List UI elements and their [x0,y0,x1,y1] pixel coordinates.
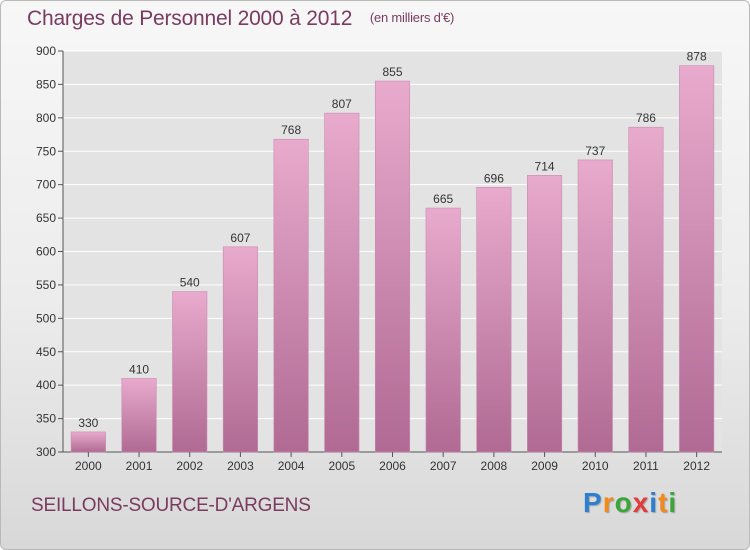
logo-letter: P [583,487,603,518]
bar-value-label: 878 [687,50,707,64]
bar [324,112,360,453]
bar [222,246,258,453]
y-tick-label: 350 [36,412,56,426]
bar [425,207,461,453]
y-tick-label: 900 [36,44,56,58]
bar [577,159,613,453]
x-tick-label: 2006 [379,459,406,473]
bar-value-label: 855 [382,65,402,79]
bar-value-label: 786 [636,111,656,125]
bar [374,80,411,453]
bar [70,431,106,453]
bar-value-label: 696 [484,171,504,185]
bar [679,65,715,453]
bar-value-label: 665 [433,192,453,206]
chart-title-text: Charges de Personnel 2000 à 2012 [27,7,353,30]
x-tick-label: 2003 [227,459,254,473]
y-tick-label: 450 [36,345,56,359]
y-tick-label: 400 [36,378,56,392]
logo-letter: i [668,487,678,518]
bar [476,187,512,453]
x-tick-label: 2000 [75,459,102,473]
bar [628,126,664,453]
bar [121,378,157,453]
x-tick-label: 2004 [278,459,305,473]
bar-value-label: 768 [281,123,301,137]
bar-value-label: 410 [129,362,149,376]
y-tick-label: 300 [36,445,56,459]
x-tick-label: 2008 [481,459,508,473]
y-tick-label: 600 [36,245,56,259]
city-name: SEILLONS-SOURCE-D'ARGENS [31,495,311,516]
x-tick-label: 2005 [328,459,355,473]
logo-letter: x [632,487,650,518]
logo-letter: i [649,487,659,518]
logo-letter: o [614,487,633,518]
x-tick-label: 2007 [430,459,457,473]
logo-letter: r [602,487,615,518]
bar [527,175,563,453]
x-tick-label: 2011 [633,459,659,473]
bar [273,138,309,453]
y-tick-label: 500 [36,311,56,325]
bar-value-label: 737 [585,144,605,158]
bar-value-label: 807 [332,97,352,111]
x-tick-label: 2001 [126,459,153,473]
bar-value-label: 540 [180,276,200,290]
y-tick-label: 800 [36,111,56,125]
x-tick-label: 2002 [176,459,203,473]
y-tick-label: 700 [36,178,56,192]
bar-value-label: 330 [78,416,98,430]
proxiti-logo: Proxiti [583,487,677,519]
y-tick-label: 550 [36,278,56,292]
chart-subtitle: (en milliers d'€) [369,10,455,25]
y-tick-label: 650 [36,211,56,225]
y-tick-label: 850 [36,77,56,91]
logo-letter: t [658,487,669,518]
chart-title: Charges de Personnel 2000 à 2012 (en mil… [27,7,454,31]
bar [172,291,208,453]
x-tick-label: 2012 [683,459,710,473]
x-tick-label: 2009 [531,459,558,473]
bar-value-label: 714 [535,159,555,173]
y-tick-label: 750 [36,144,56,158]
bar-value-label: 607 [230,231,250,245]
x-tick-label: 2010 [582,459,609,473]
